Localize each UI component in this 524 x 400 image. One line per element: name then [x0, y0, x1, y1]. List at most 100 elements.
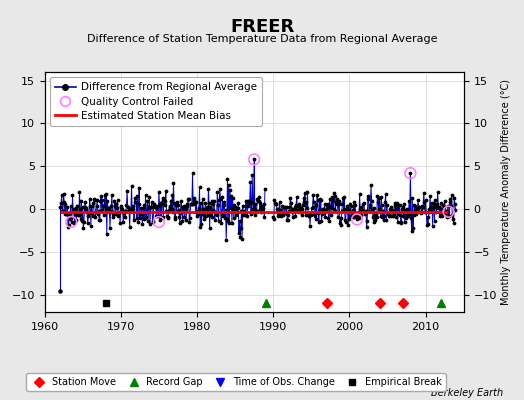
Point [135, 185, 144, 192]
Point [253, 196, 261, 202]
Point [450, 194, 458, 201]
Point [73, 212, 82, 218]
Point [182, 217, 190, 223]
Point [146, 221, 154, 228]
Point [232, 212, 240, 218]
Point [104, 205, 112, 212]
Point [141, 215, 149, 221]
Point [330, 190, 339, 196]
Point [65, 211, 73, 218]
Point [151, 204, 159, 210]
Point [381, 199, 389, 205]
Point [195, 184, 204, 190]
Point [447, 192, 456, 198]
Point [244, 198, 252, 204]
Point [130, 217, 138, 223]
Point [209, 207, 217, 214]
Point [136, 211, 145, 218]
Point [239, 212, 247, 218]
Point [323, 202, 331, 208]
Point [325, 196, 334, 202]
Point [351, 214, 359, 220]
Point [399, 213, 408, 219]
Point [422, 209, 430, 216]
Point [296, 204, 304, 211]
Point [83, 220, 92, 226]
Point [85, 196, 94, 202]
Point [432, 203, 440, 210]
Point [127, 183, 136, 189]
Point [124, 204, 132, 211]
Point [166, 203, 174, 210]
Point [279, 210, 287, 217]
Point [363, 218, 372, 224]
Point [233, 205, 242, 211]
Point [424, 209, 433, 215]
Point [186, 215, 194, 221]
Point [337, 222, 345, 228]
Point [379, 208, 387, 214]
Point [69, 208, 78, 214]
Point [390, 200, 399, 206]
Point [62, 210, 71, 217]
Point [377, 194, 385, 200]
Point [155, 202, 163, 208]
Point [368, 207, 376, 213]
Point [75, 188, 84, 195]
Point [176, 220, 184, 227]
Point [313, 197, 322, 203]
Point [447, 203, 455, 209]
Point [316, 207, 324, 213]
Point [434, 204, 443, 211]
Point [152, 212, 160, 219]
Point [385, 210, 393, 217]
Point [71, 205, 80, 211]
Point [209, 201, 217, 208]
Point [441, 210, 450, 216]
Point [442, 208, 450, 214]
Point [208, 198, 216, 204]
Point [169, 208, 177, 215]
Point [278, 203, 286, 209]
Point [133, 193, 141, 199]
Point [77, 198, 85, 204]
Point [287, 199, 295, 206]
Point [355, 191, 364, 197]
Point [143, 198, 151, 205]
Point [388, 208, 397, 214]
Point [158, 195, 167, 202]
Point [412, 205, 421, 212]
Point [129, 206, 138, 213]
Point [166, 203, 174, 209]
Point [249, 205, 258, 211]
Point [433, 201, 441, 208]
Text: Difference of Station Temperature Data from Regional Average: Difference of Station Temperature Data f… [87, 34, 437, 44]
Point [442, 214, 451, 220]
Point [211, 209, 220, 216]
Point [402, 211, 411, 217]
Point [293, 207, 301, 213]
Point [449, 216, 457, 222]
Point [175, 214, 183, 220]
Point [211, 217, 219, 224]
Point [361, 210, 369, 216]
Point [139, 205, 147, 212]
Point [399, 204, 407, 210]
Point [332, 198, 340, 205]
Point [145, 204, 153, 210]
Point [223, 176, 232, 182]
Point [80, 218, 88, 225]
Point [184, 196, 192, 202]
Point [353, 216, 361, 223]
Point [185, 219, 193, 225]
Point [271, 200, 279, 206]
Point [217, 210, 226, 217]
Point [206, 204, 214, 210]
Point [369, 218, 378, 225]
Point [217, 220, 225, 227]
Point [400, 201, 408, 208]
Point [357, 211, 365, 218]
Point [237, 224, 245, 231]
Point [148, 218, 157, 224]
Point [294, 201, 303, 207]
